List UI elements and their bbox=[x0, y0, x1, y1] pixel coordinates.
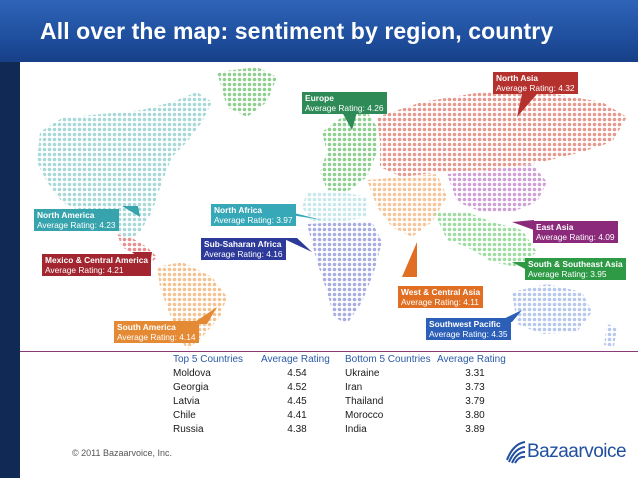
top5-table: Top 5 Countries Average Rating Moldova 4.5… bbox=[173, 353, 333, 437]
country-name: Moldova bbox=[173, 368, 211, 379]
table-row: Russia 4.38 bbox=[173, 423, 333, 437]
callout-rating: Average Rating: 3.97 bbox=[214, 215, 293, 225]
pointer-europe bbox=[342, 112, 357, 130]
callout-rating: Average Rating: 4.21 bbox=[45, 265, 124, 275]
bazaarvoice-logo-icon bbox=[506, 441, 526, 464]
country-rating: 3.79 bbox=[465, 396, 485, 407]
country-rating: 3.80 bbox=[465, 410, 485, 421]
callout-label: East Asia bbox=[536, 222, 574, 232]
bottom5-table: Bottom 5 Countries Average Rating Ukraine… bbox=[345, 353, 515, 437]
country-name: Russia bbox=[173, 424, 204, 435]
table-row: Latvia 4.45 bbox=[173, 395, 333, 409]
country-rating: 4.38 bbox=[287, 424, 307, 435]
callout-southwest-pacific: Southwest Pacific Average Rating: 4.35 bbox=[426, 318, 511, 340]
callout-sub-saharan-africa: Sub-Saharan Africa Average Rating: 4.16 bbox=[201, 238, 286, 260]
bottom5-header-rating: Average Rating bbox=[437, 354, 506, 365]
south-america-region bbox=[157, 262, 227, 350]
pointer-north-asia bbox=[517, 94, 537, 117]
north-africa-region bbox=[302, 192, 367, 222]
bottom5-header-row: Bottom 5 Countries Average Rating bbox=[345, 353, 515, 367]
callout-north-america: North America Average Rating: 4.23 bbox=[34, 209, 119, 231]
callout-label: North Asia bbox=[496, 73, 539, 83]
callout-rating: Average Rating: 4.09 bbox=[536, 232, 615, 242]
callout-rating: Average Rating: 4.26 bbox=[305, 103, 384, 113]
north-america-region bbox=[37, 92, 212, 240]
page-title: All over the map: sentiment by region, c… bbox=[40, 18, 554, 44]
top5-header-country: Top 5 Countries bbox=[173, 354, 244, 365]
southwest-pacific-region bbox=[512, 284, 592, 334]
callout-label: Europe bbox=[305, 93, 334, 103]
callout-label: Sub-Saharan Africa bbox=[204, 239, 282, 249]
callout-rating: Average Rating: 4.16 bbox=[204, 249, 283, 259]
callout-rating: Average Rating: 4.35 bbox=[429, 329, 508, 339]
country-name: Chile bbox=[173, 410, 196, 421]
callout-rating: Average Rating: 4.32 bbox=[496, 83, 575, 93]
pointer-south-america bbox=[192, 307, 217, 324]
callout-europe: Europe Average Rating: 4.26 bbox=[302, 92, 387, 114]
callout-east-asia: East Asia Average Rating: 4.09 bbox=[533, 221, 618, 243]
sub-saharan-africa-region bbox=[307, 222, 382, 324]
country-rating: 3.89 bbox=[465, 424, 485, 435]
section-divider bbox=[20, 351, 638, 352]
callout-label: North Africa bbox=[214, 205, 263, 215]
country-rating: 4.41 bbox=[287, 410, 307, 421]
north-asia-region bbox=[377, 92, 627, 177]
table-row: Chile 4.41 bbox=[173, 409, 333, 423]
callout-label: West & Central Asia bbox=[401, 287, 481, 297]
table-row: Iran 3.73 bbox=[345, 381, 515, 395]
west-central-asia-region bbox=[367, 174, 447, 237]
pointer-east-asia bbox=[512, 220, 534, 230]
south-southeast-asia-region bbox=[434, 212, 537, 267]
pointer-sub-saharan bbox=[282, 238, 312, 252]
callout-label: Mexico & Central America bbox=[45, 255, 149, 265]
country-rating: 4.54 bbox=[287, 368, 307, 379]
logo-wordmark: Bazaarvoice bbox=[527, 441, 627, 462]
country-rating: 4.45 bbox=[287, 396, 307, 407]
callout-rating: Average Rating: 4.23 bbox=[37, 220, 116, 230]
bottom5-header-country: Bottom 5 Countries bbox=[345, 354, 431, 365]
top5-header-row: Top 5 Countries Average Rating bbox=[173, 353, 333, 367]
callout-label: North America bbox=[37, 210, 95, 220]
table-row: Georgia 4.52 bbox=[173, 381, 333, 395]
country-name: Morocco bbox=[345, 410, 384, 421]
callout-north-africa: North Africa Average Rating: 3.97 bbox=[211, 204, 296, 226]
new-zealand-region bbox=[604, 324, 617, 347]
table-row: Morocco 3.80 bbox=[345, 409, 515, 423]
callout-west-central-asia: West & Central Asia Average Rating: 4.11 bbox=[398, 286, 484, 308]
country-name: Ukraine bbox=[345, 368, 380, 379]
copyright-text: © 2011 Bazaarvoice, Inc. bbox=[72, 448, 173, 458]
callout-north-asia: North Asia Average Rating: 4.32 bbox=[493, 72, 578, 94]
callout-south-southeast-asia: South & Southeast Asia Average Rating: 3… bbox=[525, 258, 626, 280]
left-accent-bar bbox=[0, 62, 20, 478]
greenland-region bbox=[217, 67, 277, 117]
callout-rating: Average Rating: 4.11 bbox=[401, 297, 479, 307]
country-name: India bbox=[345, 424, 367, 435]
callout-label: South & Southeast Asia bbox=[528, 259, 623, 269]
top5-header-rating: Average Rating bbox=[261, 354, 330, 365]
title-bar bbox=[0, 0, 638, 62]
table-row: Ukraine 3.31 bbox=[345, 367, 515, 381]
callout-rating: Average Rating: 3.95 bbox=[528, 269, 607, 279]
pointer-west-central bbox=[402, 242, 417, 277]
callout-label: Southwest Pacific bbox=[429, 319, 501, 329]
callout-rating: Average Rating: 4.14 bbox=[117, 332, 196, 342]
country-name: Georgia bbox=[173, 382, 209, 393]
table-row: India 3.89 bbox=[345, 423, 515, 437]
country-name: Latvia bbox=[173, 396, 200, 407]
country-name: Thailand bbox=[345, 396, 384, 407]
pointer-north-america bbox=[122, 206, 140, 217]
table-row: Thailand 3.79 bbox=[345, 395, 515, 409]
east-asia-region bbox=[447, 164, 547, 212]
europe-region bbox=[320, 112, 377, 192]
country-name: Iran bbox=[345, 382, 363, 393]
country-rating: 3.31 bbox=[465, 368, 485, 379]
callout-mexico-central-america: Mexico & Central America Average Rating:… bbox=[42, 254, 152, 276]
country-rating: 4.52 bbox=[287, 382, 307, 393]
table-row: Moldova 4.54 bbox=[173, 367, 333, 381]
callout-south-america: South America Average Rating: 4.14 bbox=[114, 321, 199, 343]
callout-label: South America bbox=[117, 322, 176, 332]
world-map bbox=[37, 67, 627, 350]
country-rating: 3.73 bbox=[465, 382, 485, 393]
